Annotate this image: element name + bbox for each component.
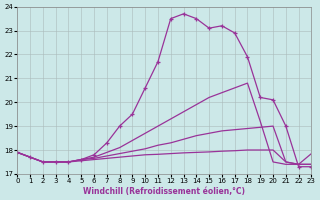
X-axis label: Windchill (Refroidissement éolien,°C): Windchill (Refroidissement éolien,°C) [84,187,245,196]
